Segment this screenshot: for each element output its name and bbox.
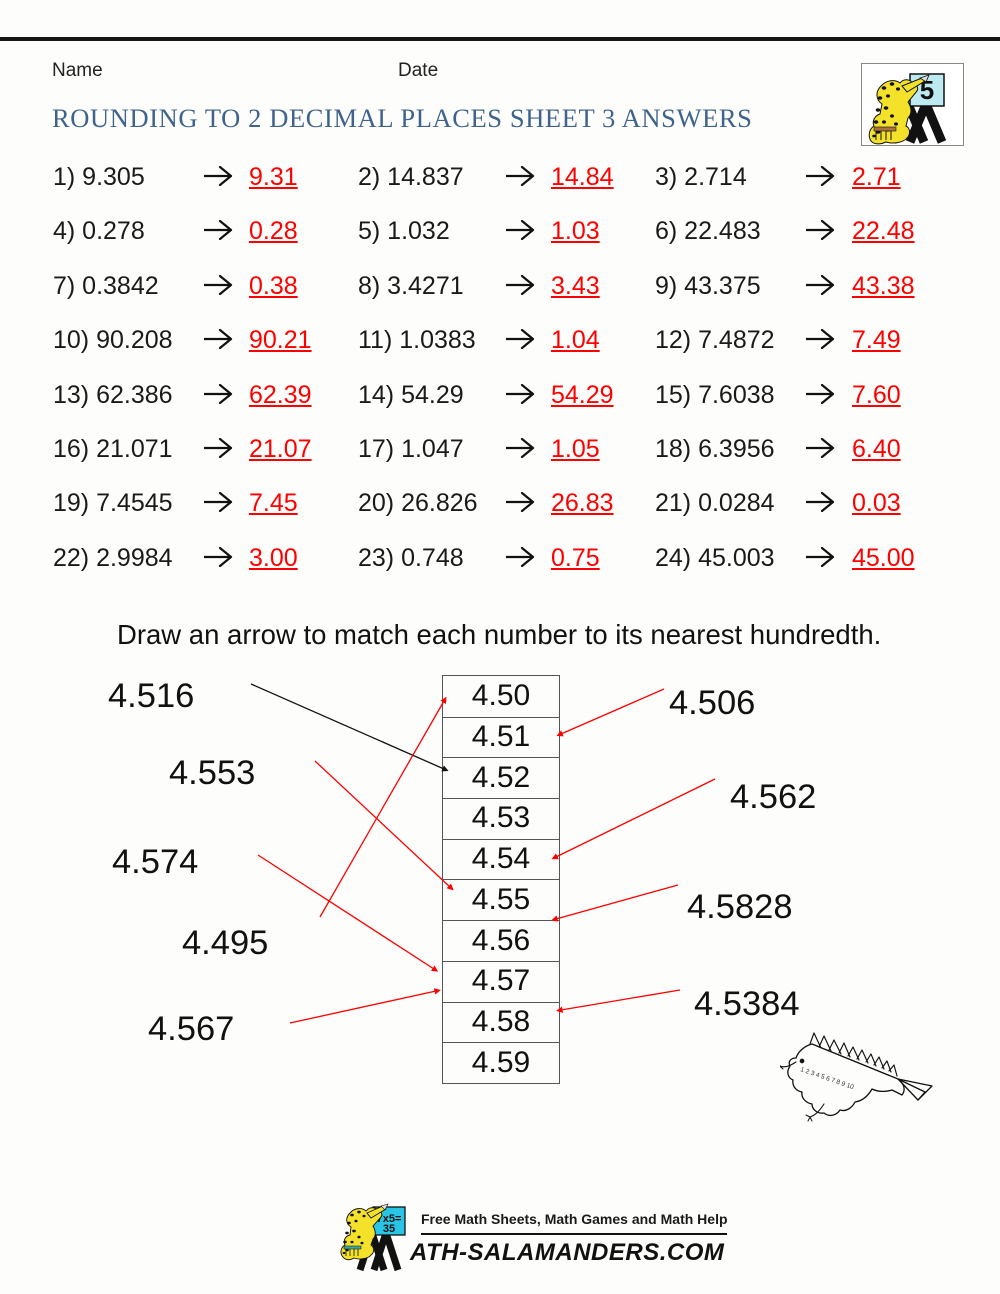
svg-text:1 2 3 4 5 6 7 8 9 10: 1 2 3 4 5 6 7 8 9 10 (799, 1066, 855, 1091)
svg-text:35: 35 (383, 1223, 395, 1235)
